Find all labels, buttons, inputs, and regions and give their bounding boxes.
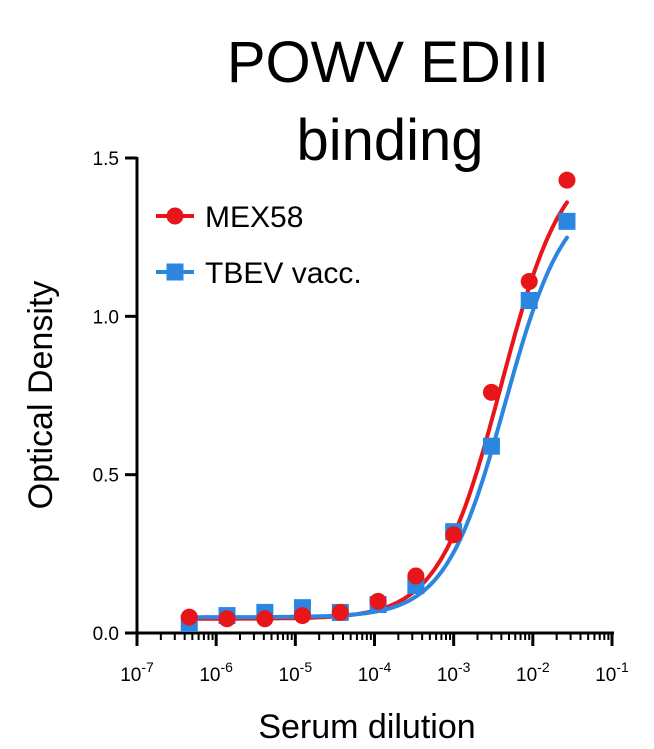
y-tick-label: 0.5 [93, 466, 119, 487]
data-point-square [520, 292, 538, 309]
x-tick-base: 10 [595, 665, 616, 686]
x-tick-exponent: -5 [300, 659, 313, 675]
x-tick-base: 10 [279, 665, 300, 686]
legend-marker-circle [166, 207, 184, 225]
data-point-circle [558, 171, 576, 189]
y-axis-label: Optical Density [22, 281, 60, 510]
y-tick-label: 1.5 [93, 149, 119, 170]
data-point-square [482, 437, 500, 455]
y-tick-label: 0.0 [93, 624, 119, 645]
data-point-circle [520, 273, 538, 290]
legend-label: MEX58 [205, 201, 303, 234]
x-tick-label: 10-4 [358, 659, 392, 686]
legend: MEX58 TBEV vacc. [156, 201, 362, 290]
data-point-circle [331, 603, 349, 621]
legend-marker-square [166, 263, 184, 281]
axes: 0.00.51.01.510-7 10-6 10-5 10-4 10-3 10-2 10-1 [93, 149, 629, 686]
y-tick-label: 1.0 [93, 307, 119, 328]
data-point-circle [293, 607, 311, 625]
x-tick-base: 10 [358, 665, 379, 686]
series-layer [180, 171, 576, 632]
x-tick-exponent: -7 [141, 659, 154, 675]
legend-label: TBEV vacc. [205, 257, 362, 290]
x-axis-label: Serum dilution [258, 708, 475, 746]
data-point-circle [369, 592, 387, 610]
x-tick-exponent: -2 [537, 659, 550, 675]
data-point-circle [445, 526, 463, 544]
x-tick-base: 10 [437, 665, 458, 686]
x-tick-base: 10 [516, 665, 537, 686]
data-point-circle [180, 608, 198, 626]
x-tick-exponent: -4 [379, 659, 392, 675]
x-tick-label: 10-7 [120, 659, 154, 686]
x-tick-label: 10-6 [199, 659, 233, 686]
data-point-circle [482, 383, 500, 401]
x-tick-exponent: -1 [616, 659, 629, 675]
x-tick-base: 10 [199, 665, 220, 686]
data-point-square [558, 212, 576, 230]
x-tick-label: 10-1 [595, 659, 629, 686]
x-tick-label: 10-2 [516, 659, 550, 686]
x-tick-exponent: -3 [458, 659, 471, 675]
data-markers [180, 171, 576, 632]
x-tick-exponent: -6 [221, 659, 234, 675]
data-point-circle [256, 610, 274, 628]
chart-title-line-2: binding [296, 108, 483, 173]
data-point-circle [407, 567, 425, 585]
x-tick-label: 10-3 [437, 659, 471, 686]
chart-title-line-1: POWV EDIII [227, 30, 549, 95]
x-tick-base: 10 [120, 665, 141, 686]
x-tick-label: 10-5 [279, 659, 313, 686]
data-point-circle [218, 610, 236, 628]
